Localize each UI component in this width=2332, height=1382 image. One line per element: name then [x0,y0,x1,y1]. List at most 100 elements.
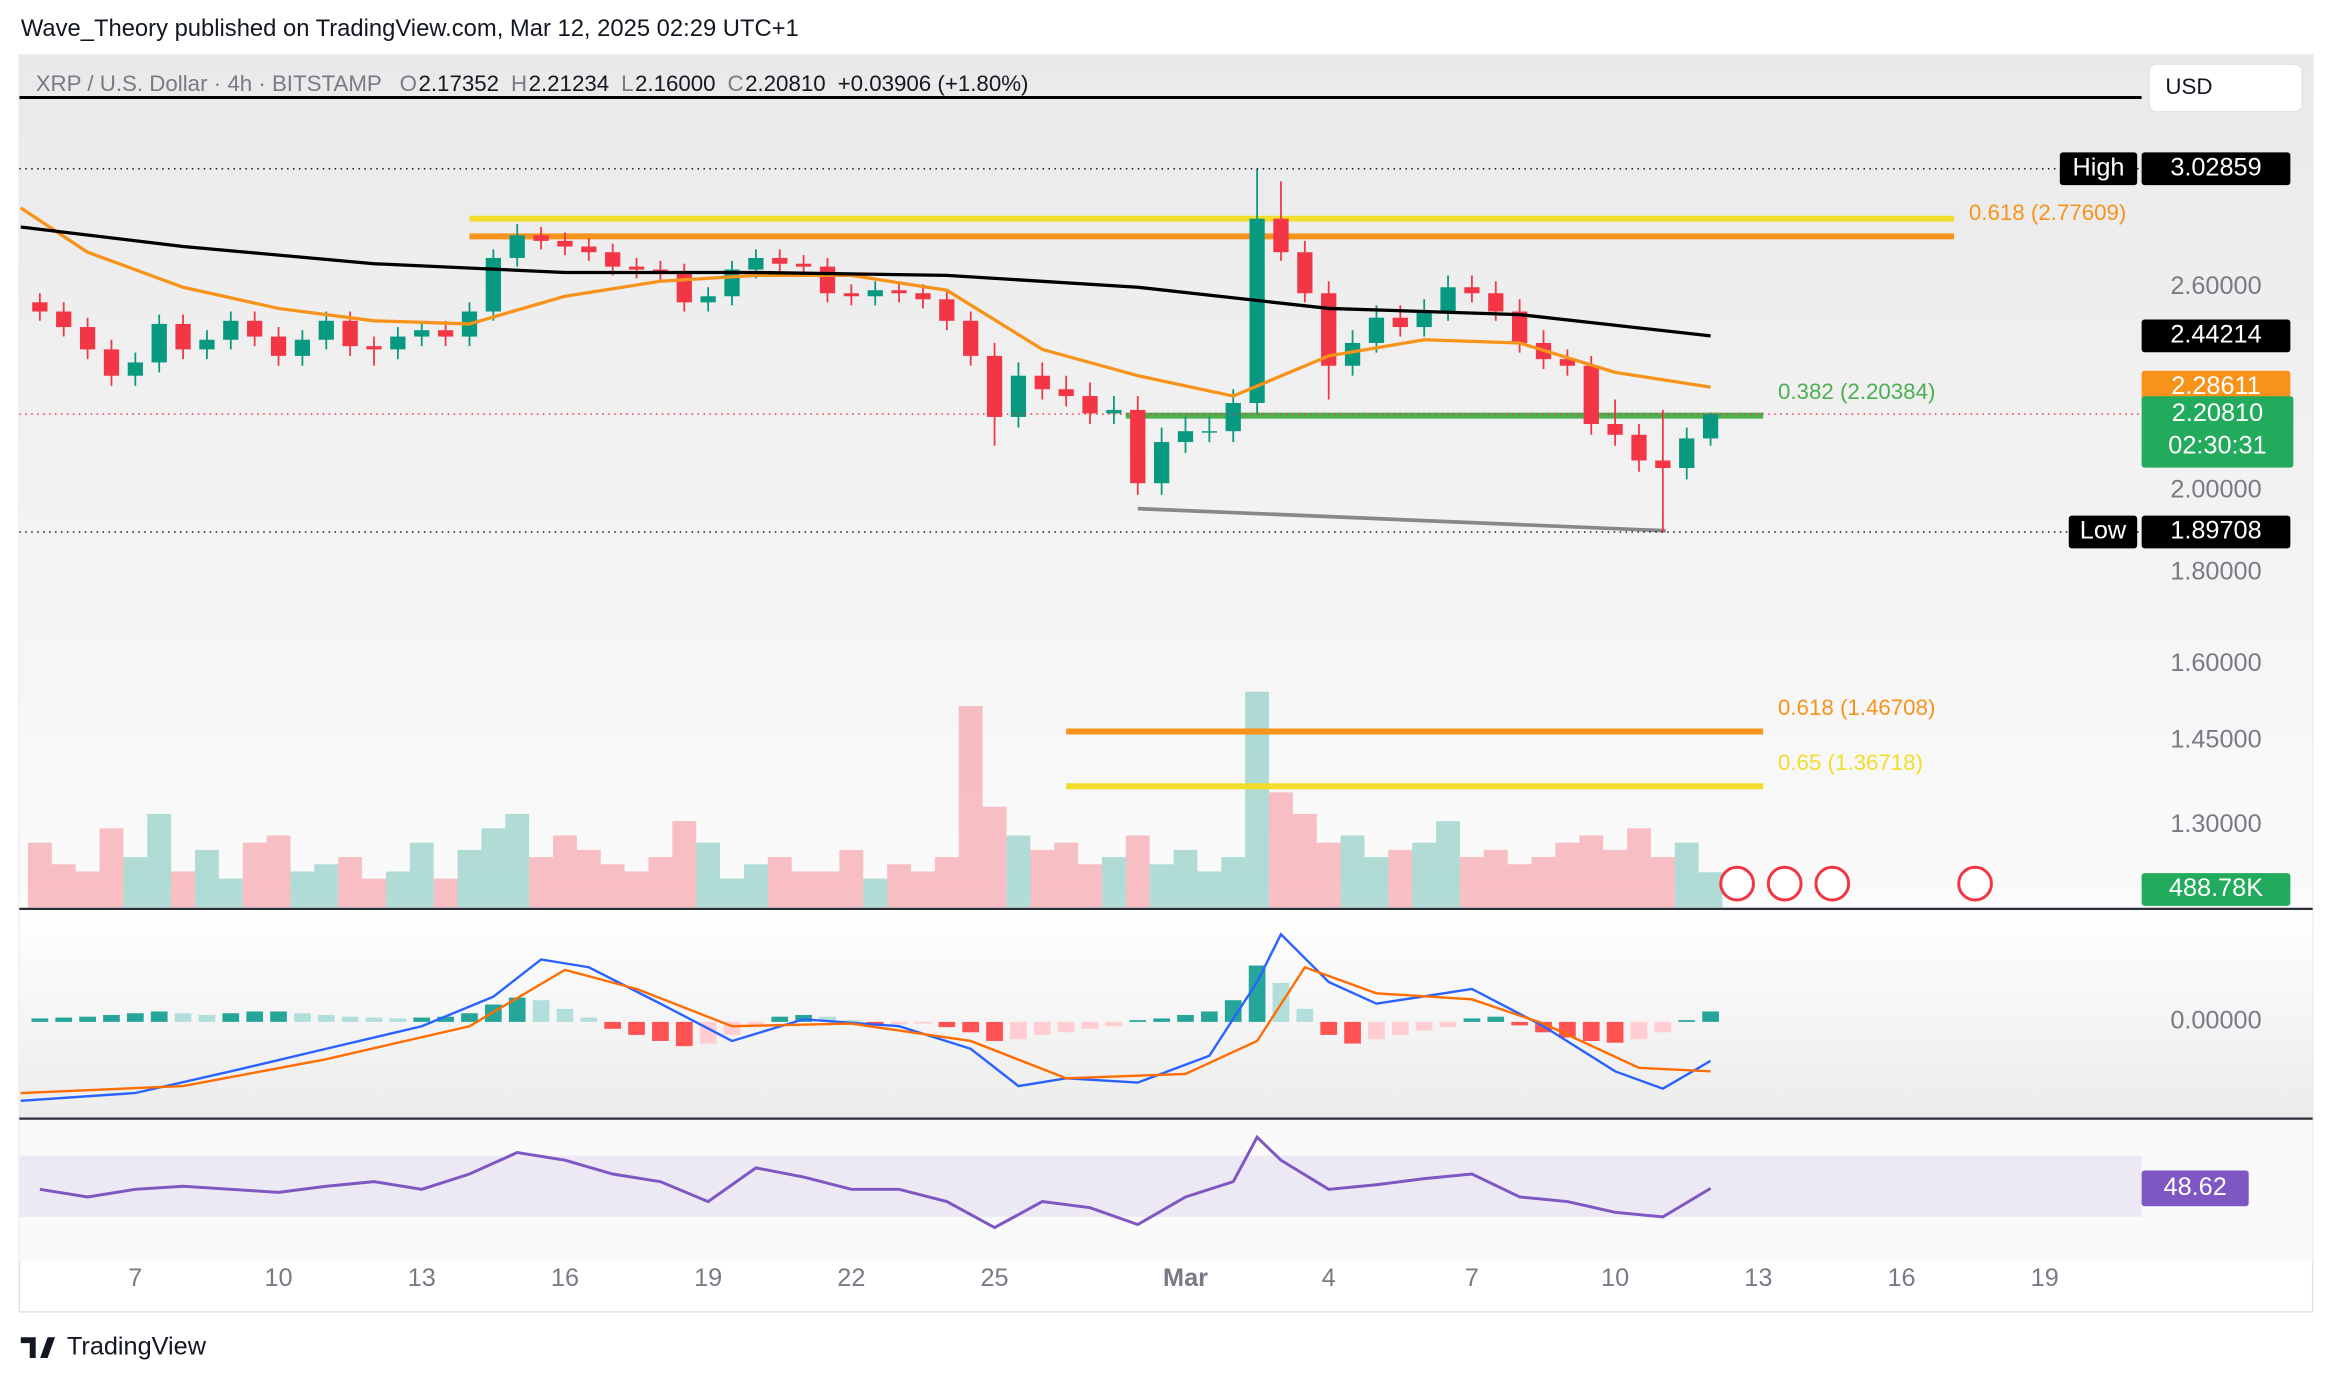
volume-bar [314,864,339,908]
macd-histogram-bar [1344,1021,1361,1044]
brand-name: TradingView [67,1332,207,1360]
macd-histogram-bar [55,1017,73,1022]
x-tick-label: 7 [128,1264,142,1292]
volume-bar [1531,857,1556,908]
macd-histogram-bar [580,1017,598,1022]
candle-body [843,293,859,297]
candle-body [1058,389,1074,397]
legend-value: 2.21234 [529,71,610,96]
volume-bar [1483,849,1508,908]
event-icon[interactable] [1814,865,1851,902]
macd-histogram-bar [628,1021,645,1035]
volume-bar [1197,871,1222,908]
macd-histogram-bar [198,1014,216,1022]
candle-body [867,290,883,297]
macd-histogram-bar [1463,1018,1481,1022]
x-tick-label: 19 [2031,1264,2059,1292]
candle-body [366,346,382,350]
macd-histogram-bar [1320,1021,1338,1035]
candle-body [915,293,931,300]
x-tick-label: 7 [1465,1264,1479,1292]
candle-body [1655,460,1671,468]
volume-bar [911,871,935,908]
candle-body [1392,317,1408,328]
candle-body [581,246,597,253]
macd-histogram-bar [1415,1021,1433,1031]
currency[interactable]: USD [2165,74,2212,99]
last-price-badge [2141,396,2294,468]
volume-bar [696,842,721,908]
x-tick-label: Mar [1163,1264,1208,1292]
volume-bar [1054,842,1079,908]
candle-body [1321,293,1337,366]
last-price-label: 2.20810 [2172,399,2263,427]
volume-bar [1006,835,1031,908]
volume-bar [576,849,601,908]
volume-bar [1627,828,1651,908]
macd-histogram-bar [843,1020,860,1022]
event-icon[interactable] [1719,865,1755,902]
volume-bar [1173,849,1198,908]
volume-bar [1603,849,1628,908]
event-icon[interactable] [1957,865,1993,902]
candle-body [199,339,215,350]
candle-body [1297,252,1313,294]
macd-histogram-bar [604,1021,622,1029]
candle-body [56,311,72,328]
price-badge-label: 48.62 [2164,1173,2227,1201]
trendline [1137,506,1666,533]
candle-body [1702,414,1719,439]
volume-bar [624,871,649,908]
currency-box[interactable] [2148,63,2303,113]
volume-bar [1364,857,1389,908]
candle-body [748,257,764,270]
volume-bar [385,871,410,908]
macd-histogram-bar [31,1018,49,1022]
macd-histogram-bar [1033,1021,1051,1035]
candle-body [963,320,979,356]
brand-logo [20,1337,56,1359]
macd-histogram-bar [365,1017,383,1022]
volume-bar [1030,849,1055,908]
macd-histogram-bar [341,1016,359,1022]
volume-bar [1221,857,1246,908]
fib-label: 0.618 (2.77609) [1969,200,2126,225]
volume-bar [767,857,792,908]
volume-bar [1412,842,1437,908]
macd-histogram-bar [222,1013,240,1022]
event-icons [1719,865,1993,902]
candle-body [557,240,573,247]
legend-key: L [621,71,633,96]
candle-body [1082,396,1098,414]
event-icon[interactable] [1766,865,1803,902]
candle-body [1344,342,1361,366]
volume-bar [1340,835,1365,908]
volume-bar [1149,864,1174,908]
volume-bar [75,871,100,908]
legend-key: O [400,71,417,96]
macd-histogram-bar [294,1013,311,1022]
volume-bar [1698,872,1723,908]
price-badge [2141,319,2291,353]
volume-bar [123,857,148,908]
volume-bar [457,849,482,908]
candle-body [1034,375,1050,390]
x-tick-label: 19 [694,1264,722,1292]
macd-histogram-bar [413,1017,431,1022]
volume-bar [1269,792,1293,908]
volume-bar [99,828,124,908]
candle-body [795,263,812,267]
volume-bar [1555,842,1580,908]
candle-body [414,330,430,337]
macd-histogram-bar [914,1021,932,1024]
macd-histogram-bar [1630,1021,1648,1040]
candle-body [127,362,143,376]
candle-body [79,327,96,350]
volume-bar [1436,821,1460,908]
price-badge [2068,515,2138,549]
header-title: Wave_Theory published on TradingView.com… [21,15,799,42]
volume-bar [672,821,697,908]
candle-body [676,272,692,303]
volume-bar [791,871,816,908]
